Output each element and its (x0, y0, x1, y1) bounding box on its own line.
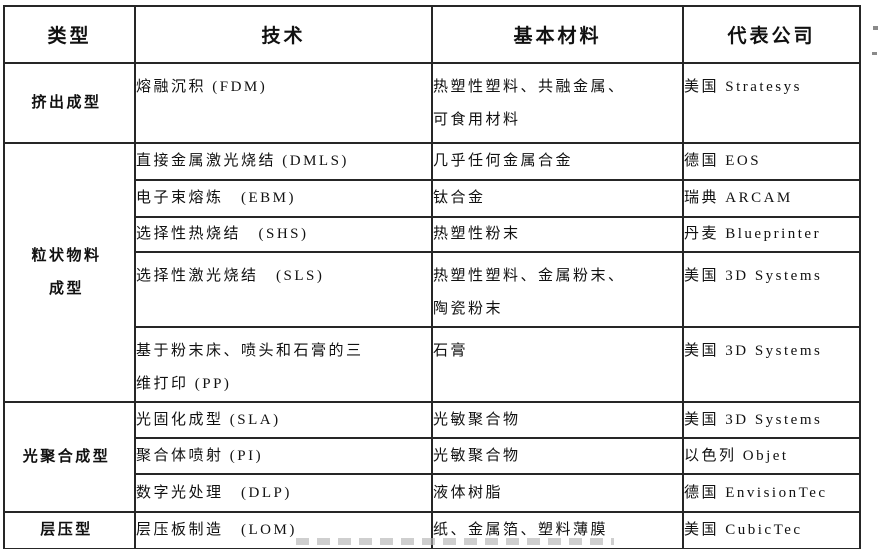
material-cell: 热塑性塑料、共融金属、 可食用材料 (431, 62, 684, 144)
tech-cell: 光固化成型 (SLA) (134, 401, 433, 439)
header-type: 类型 (3, 5, 136, 64)
company-cell: 美国 Stratesys (682, 62, 861, 144)
edge-artifact (873, 26, 878, 30)
material-cell: 热塑性粉末 (431, 216, 684, 253)
header-row: 类型 技术 基本材料 代表公司 (3, 5, 861, 64)
type-group-cell: 挤出成型 (3, 62, 136, 144)
table-row: 选择性热烧结 (SHS) 热塑性粉末 丹麦 Blueprinter (4, 216, 861, 253)
watermark-artifact (296, 538, 614, 545)
company-cell: 美国 3D Systems (682, 251, 861, 328)
table-header: 类型 技术 基本材料 代表公司 (3, 5, 861, 64)
company-cell: 美国 3D Systems (682, 326, 861, 403)
tech-cell: 熔融沉积 (FDM) (134, 62, 433, 144)
material-cell: 几乎任何金属合金 (431, 142, 684, 181)
company-cell: 以色列 Objet (682, 437, 861, 475)
table-row: 基于粉末床、喷头和石膏的三 维打印 (PP) 石膏 美国 3D Systems (4, 326, 861, 403)
table-row: 层压型 层压板制造 (LOM) 纸、金属箔、塑料薄膜 美国 CubicTec (3, 511, 861, 549)
company-cell: 德国 EnvisionTec (682, 473, 861, 513)
header-material: 基本材料 (431, 5, 684, 64)
table-row: 光聚合成型 光固化成型 (SLA) 光敏聚合物 美国 3D Systems (3, 401, 861, 513)
company-cell: 瑞典 ARCAM (682, 179, 861, 218)
table-row: 粒状物料 成型 直接金属激光烧结 (DMLS) 几乎任何金属合金 德国 EOS (3, 142, 861, 403)
table-row: 选择性激光烧结 (SLS) 热塑性塑料、金属粉末、 陶瓷粉末 美国 3D Sys… (4, 251, 861, 328)
company-cell: 美国 CubicTec (682, 511, 861, 549)
material-cell: 液体树脂 (431, 473, 684, 513)
tech-cell: 聚合体喷射 (PI) (134, 437, 433, 475)
material-cell: 光敏聚合物 (431, 401, 684, 439)
type-group-cell: 粒状物料 成型 (3, 142, 136, 403)
tech-cell: 选择性激光烧结 (SLS) (134, 251, 433, 328)
header-company: 代表公司 (682, 5, 861, 64)
table-body: 挤出成型 熔融沉积 (FDM) 热塑性塑料、共融金属、 可食用材料 美国 Str… (3, 62, 861, 549)
material-cell: 光敏聚合物 (431, 437, 684, 475)
edge-artifact (872, 52, 877, 55)
company-cell: 丹麦 Blueprinter (682, 216, 861, 253)
tech-cell: 电子束熔炼 (EBM) (134, 179, 433, 218)
material-cell: 钛合金 (431, 179, 684, 218)
table-row: 聚合体喷射 (PI) 光敏聚合物 以色列 Objet (4, 437, 861, 475)
header-tech: 技术 (134, 5, 433, 64)
material-cell: 石膏 (431, 326, 684, 403)
tech-cell: 直接金属激光烧结 (DMLS) (134, 142, 433, 181)
company-cell: 德国 EOS (682, 142, 861, 181)
tech-cell: 选择性热烧结 (SHS) (134, 216, 433, 253)
table-row: 挤出成型 熔融沉积 (FDM) 热塑性塑料、共融金属、 可食用材料 美国 Str… (3, 62, 861, 144)
company-cell: 美国 3D Systems (682, 401, 861, 439)
type-group-cell: 光聚合成型 (3, 401, 136, 513)
material-cell: 热塑性塑料、金属粉末、 陶瓷粉末 (431, 251, 684, 328)
table-row: 电子束熔炼 (EBM) 钛合金 瑞典 ARCAM (4, 179, 861, 218)
type-group-cell: 层压型 (3, 511, 136, 549)
table-row: 数字光处理 (DLP) 液体树脂 德国 EnvisionTec (4, 473, 861, 513)
materials-table: 类型 技术 基本材料 代表公司 挤出成型 熔融沉积 (FDM) 热塑性塑料、共融… (3, 5, 861, 549)
tech-cell: 数字光处理 (DLP) (134, 473, 433, 513)
tech-cell: 基于粉末床、喷头和石膏的三 维打印 (PP) (134, 326, 433, 403)
